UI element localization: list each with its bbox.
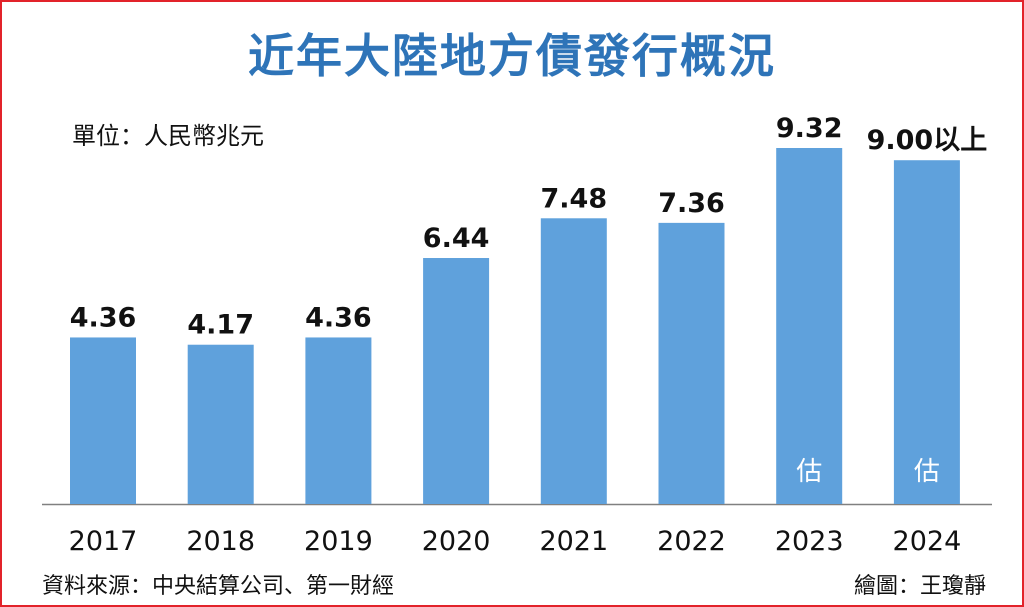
bar-2024 <box>893 160 960 504</box>
x-tick-label-2024: 2024 <box>893 526 962 557</box>
bar-2018 <box>187 344 254 504</box>
credit-note: 繪圖：王瓊靜 <box>853 574 986 599</box>
x-tick-label-2018: 2018 <box>186 526 255 557</box>
estimate-label-2024: 估 <box>914 457 940 487</box>
value-label-2022: 7.36 <box>658 188 725 219</box>
value-label-2020: 6.44 <box>423 223 490 254</box>
unit-label: 單位：人民幣兆元 <box>72 122 264 150</box>
x-tick-label-2020: 2020 <box>422 526 491 557</box>
bar-2022 <box>658 222 725 505</box>
value-label-2019: 4.36 <box>305 302 372 333</box>
bar-2020 <box>423 258 490 504</box>
estimate-label-2023: 估 <box>796 457 822 487</box>
value-label-2021: 7.48 <box>540 183 607 214</box>
value-label-2024: 9.00以上 <box>867 125 988 156</box>
bar-2019 <box>305 337 372 504</box>
bar-2021 <box>540 218 607 504</box>
x-tick-label-2021: 2021 <box>539 526 608 557</box>
bar-2023 <box>776 148 843 504</box>
value-label-2018: 4.17 <box>187 310 254 341</box>
x-tick-label-2017: 2017 <box>69 526 138 557</box>
bar-2017 <box>70 337 136 504</box>
x-tick-label-2023: 2023 <box>775 526 844 557</box>
chart-title: 近年大陸地方債發行概況 <box>248 29 776 83</box>
value-label-2023: 9.32 <box>776 113 843 144</box>
x-tick-label-2022: 2022 <box>657 526 726 557</box>
source-note: 資料來源：中央結算公司、第一財經 <box>42 574 395 599</box>
value-label-2017: 4.36 <box>70 302 137 333</box>
x-tick-label-2019: 2019 <box>304 526 373 557</box>
